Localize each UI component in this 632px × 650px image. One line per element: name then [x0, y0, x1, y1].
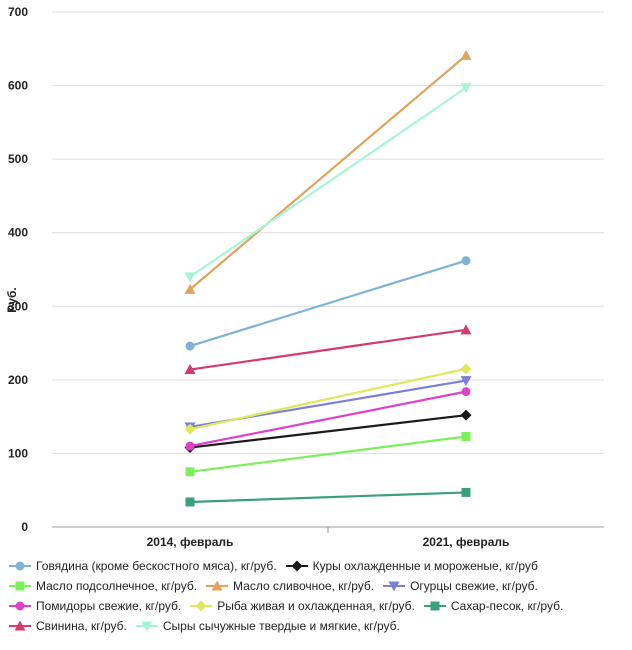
y-axis-label: Руб. — [5, 287, 19, 312]
data-point — [185, 441, 195, 451]
legend-swatch-marker — [291, 560, 303, 572]
legend-label: Говядина (кроме бескостного мяса), кг/ру… — [36, 559, 277, 573]
data-point — [461, 487, 471, 497]
legend-label: Куры охлажденные и мороженые, кг/руб — [312, 559, 538, 573]
series-10 — [184, 83, 472, 283]
x-tick-label: 2014, февраль — [147, 535, 234, 549]
series-line — [189, 414, 467, 449]
series-line — [189, 328, 467, 371]
series-line — [189, 54, 467, 291]
legend-label: Огурцы свежие, кг/руб. — [410, 579, 538, 593]
data-point — [461, 387, 471, 397]
legend-swatch — [9, 601, 31, 611]
data-point — [460, 363, 472, 375]
legend-swatch-marker — [195, 600, 207, 612]
legend-swatch-marker — [430, 601, 440, 611]
legend-row: Говядина (кроме бескостного мяса), кг/ру… — [8, 556, 628, 576]
y-tick-label: 0 — [21, 520, 28, 534]
y-tick-label: 600 — [8, 79, 28, 93]
y-tick-label: 300 — [8, 299, 28, 313]
legend-item: Куры охлажденные и мороженые, кг/руб — [285, 559, 538, 573]
data-point — [184, 364, 196, 375]
legend-swatch — [9, 561, 31, 571]
data-point — [460, 324, 472, 335]
series-line — [189, 367, 467, 431]
legend-swatch-marker — [14, 620, 26, 631]
y-tick-label: 500 — [8, 152, 28, 166]
data-point — [184, 283, 196, 294]
legend-swatch-marker — [15, 601, 25, 611]
legend-row: Масло подсолнечное, кг/руб. Масло сливочн… — [8, 576, 628, 596]
data-point — [460, 376, 472, 387]
series-3 — [185, 432, 471, 477]
series-line — [189, 491, 467, 504]
legend-item: Масло сливочное, кг/руб. — [205, 579, 374, 593]
legend-label: Сахар-песок, кг/руб. — [450, 599, 564, 613]
chart-legend: Говядина (кроме бескостного мяса), кг/ру… — [8, 556, 628, 636]
legend-swatch — [135, 621, 158, 632]
series-line — [189, 390, 467, 448]
y-tick-label: 200 — [8, 373, 28, 387]
legend-item: Сыры сычужные твердые и мягкие, кг/руб. — [135, 619, 400, 633]
y-tick-label: 700 — [8, 5, 28, 19]
series-line — [189, 259, 467, 348]
legend-row: Свинина, кг/руб. Сыры сычужные твердые и … — [8, 616, 628, 636]
legend-swatch — [383, 581, 406, 592]
legend-item: Помидоры свежие, кг/руб. — [8, 599, 181, 613]
data-point — [461, 256, 471, 266]
series-1 — [185, 256, 471, 351]
legend-swatch — [9, 581, 31, 591]
series-line — [189, 435, 467, 473]
legend-item: Свинина, кг/руб. — [8, 619, 127, 633]
data-point — [184, 423, 196, 435]
legend-swatch — [423, 601, 446, 611]
legend-item: Говядина (кроме бескостного мяса), кг/ру… — [8, 559, 277, 573]
x-tick-label: 2021, февраль — [423, 535, 510, 549]
data-point — [461, 432, 471, 442]
data-point — [460, 83, 472, 94]
series-6 — [185, 387, 471, 451]
legend-swatch — [206, 580, 229, 591]
legend-label: Масло сливочное, кг/руб. — [233, 579, 375, 593]
y-tick-label: 400 — [8, 226, 28, 240]
legend-row: Помидоры свежие, кг/руб. Рыба живая и охл… — [8, 596, 628, 616]
series-9 — [184, 324, 472, 375]
data-point — [184, 272, 196, 283]
data-point — [185, 497, 195, 507]
series-2 — [184, 409, 472, 454]
series-8 — [185, 487, 471, 507]
legend-swatch-marker — [211, 580, 223, 591]
series-line — [189, 86, 467, 278]
data-point — [460, 409, 472, 421]
data-point — [185, 467, 195, 477]
y-tick-label: 100 — [8, 446, 28, 460]
legend-item: Рыба живая и охлажденная, кг/руб. — [189, 599, 415, 613]
data-point — [460, 49, 472, 60]
legend-label: Свинина, кг/руб. — [36, 619, 127, 633]
line-chart: 0 100 200 300 400 500 600 700 2014, февраль 2021,… — [5, 5, 604, 549]
legend-swatch-marker — [15, 561, 25, 571]
series-4 — [184, 49, 472, 294]
legend-item: Масло подсолнечное, кг/руб. — [8, 579, 197, 593]
legend-swatch-marker — [388, 581, 400, 592]
legend-item: Сахар-песок, кг/руб. — [423, 599, 563, 613]
data-point — [185, 341, 195, 351]
legend-label: Помидоры свежие, кг/руб. — [36, 599, 182, 613]
legend-label: Масло подсолнечное, кг/руб. — [36, 579, 198, 593]
legend-swatch-marker — [141, 621, 153, 632]
series-7 — [184, 363, 472, 435]
legend-swatch — [285, 560, 308, 572]
series-5 — [184, 376, 472, 433]
legend-swatch-marker — [15, 581, 25, 591]
legend-swatch — [190, 600, 213, 612]
legend-item: Огурцы свежие, кг/руб. — [382, 579, 538, 593]
legend-swatch — [9, 620, 31, 631]
legend-label: Рыба живая и охлажденная, кг/руб. — [217, 599, 415, 613]
legend-label: Сыры сычужные твердые и мягкие, кг/руб. — [162, 619, 400, 633]
